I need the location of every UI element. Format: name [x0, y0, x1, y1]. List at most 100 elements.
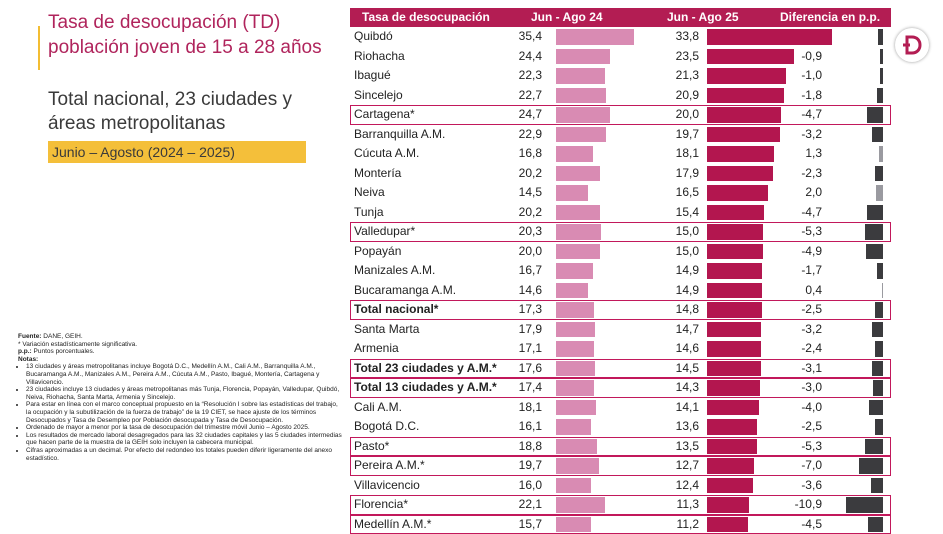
- bar-2025: [707, 497, 749, 513]
- data-table: Quibdó35,433,8-1,6Riohacha24,423,5-0,9Ib…: [350, 27, 891, 532]
- value-2024: 16,1: [510, 417, 542, 437]
- bar-2025: [707, 224, 763, 240]
- value-2024: 14,5: [510, 183, 542, 203]
- bar-2025: [707, 205, 764, 221]
- bar-2024: [556, 380, 594, 396]
- bar-2024: [556, 146, 593, 162]
- bar-2024: [556, 419, 591, 435]
- bar-diff: [882, 283, 883, 299]
- bar-diff: [880, 68, 883, 84]
- city-label: Montería: [354, 164, 401, 184]
- value-2024: 15,7: [510, 515, 542, 534]
- diff-value: -2,5: [790, 417, 822, 437]
- bar-2024: [556, 361, 595, 377]
- city-label: Armenia: [354, 339, 399, 359]
- value-2024: 16,8: [510, 144, 542, 164]
- header-diff: Diferencia en p.p.: [780, 8, 880, 27]
- city-label: Cartagena*: [354, 105, 415, 125]
- bar-diff: [868, 517, 883, 533]
- bar-2024: [556, 517, 591, 533]
- bar-2025: [707, 127, 780, 143]
- value-2025: 13,6: [667, 417, 699, 437]
- bar-2025: [707, 244, 763, 260]
- bar-2025: [707, 419, 757, 435]
- bar-2025: [707, 322, 761, 338]
- value-2025: 13,5: [667, 437, 699, 457]
- bar-2025: [707, 439, 757, 455]
- diff-value: -1,7: [790, 261, 822, 281]
- source-text: DANE, GEIH.: [41, 333, 82, 340]
- value-2024: 22,7: [510, 86, 542, 106]
- diff-value: -5,3: [790, 437, 822, 457]
- notes-label: Notas:: [18, 356, 343, 364]
- bar-diff: [869, 400, 883, 416]
- value-2025: 14,7: [667, 320, 699, 340]
- value-2024: 22,9: [510, 125, 542, 145]
- city-label: Neiva: [354, 183, 385, 203]
- bar-diff: [865, 224, 883, 240]
- bar-2024: [556, 302, 594, 318]
- title-accent-bar: [38, 26, 40, 70]
- header-2025: Jun - Ago 25: [667, 8, 739, 27]
- value-2024: 17,9: [510, 320, 542, 340]
- bar-diff: [872, 322, 883, 338]
- city-label: Florencia*: [354, 495, 408, 515]
- value-2024: 24,7: [510, 105, 542, 125]
- bar-2025: [707, 185, 768, 201]
- bar-diff: [867, 205, 883, 221]
- city-label: Tunja: [354, 203, 384, 223]
- city-label: Santa Marta: [354, 320, 419, 340]
- header-city: Tasa de desocupación: [362, 8, 490, 27]
- dane-logo-icon: [895, 28, 929, 62]
- bar-2024: [556, 478, 591, 494]
- value-2025: 18,1: [667, 144, 699, 164]
- bar-diff: [879, 146, 883, 162]
- diff-value: -3,0: [790, 378, 822, 398]
- bar-2024: [556, 127, 606, 143]
- bar-2025: [707, 107, 781, 123]
- city-label: Cúcuta A.M.: [354, 144, 419, 164]
- value-2025: 14,1: [667, 398, 699, 418]
- period-badge: Junio – Agosto (2024 – 2025): [48, 141, 306, 163]
- bar-diff: [872, 127, 883, 143]
- table-header: Tasa de desocupación Jun - Ago 24 Jun - …: [350, 8, 891, 27]
- bar-2024: [556, 341, 594, 357]
- note-item: 23 ciudades incluye 13 ciudades y áreas …: [26, 386, 343, 401]
- value-2025: 14,6: [667, 339, 699, 359]
- value-2025: 12,7: [667, 456, 699, 476]
- value-2025: 12,4: [667, 476, 699, 496]
- bar-2024: [556, 283, 588, 299]
- bar-2024: [556, 224, 601, 240]
- pp-label: p.p.:: [18, 348, 32, 355]
- city-label: Manizales A.M.: [354, 261, 435, 281]
- bar-2024: [556, 205, 600, 221]
- bar-diff: [871, 478, 883, 494]
- city-label: Ibagué: [354, 66, 391, 86]
- city-label: Pereira A.M.*: [354, 456, 425, 476]
- diff-value: -3,1: [790, 359, 822, 379]
- notes-block: Fuente: DANE, GEIH. * Variación estadíst…: [18, 333, 343, 462]
- city-label: Total nacional*: [354, 300, 438, 320]
- bar-2024: [556, 68, 605, 84]
- bar-2025: [707, 263, 762, 279]
- value-2024: 35,4: [510, 27, 542, 47]
- header-2024: Jun - Ago 24: [531, 8, 603, 27]
- diff-value: -1,8: [790, 86, 822, 106]
- note-item: Los resultados de mercado laboral desagr…: [26, 432, 343, 447]
- value-2024: 17,4: [510, 378, 542, 398]
- value-2025: 21,3: [667, 66, 699, 86]
- value-2024: 18,8: [510, 437, 542, 457]
